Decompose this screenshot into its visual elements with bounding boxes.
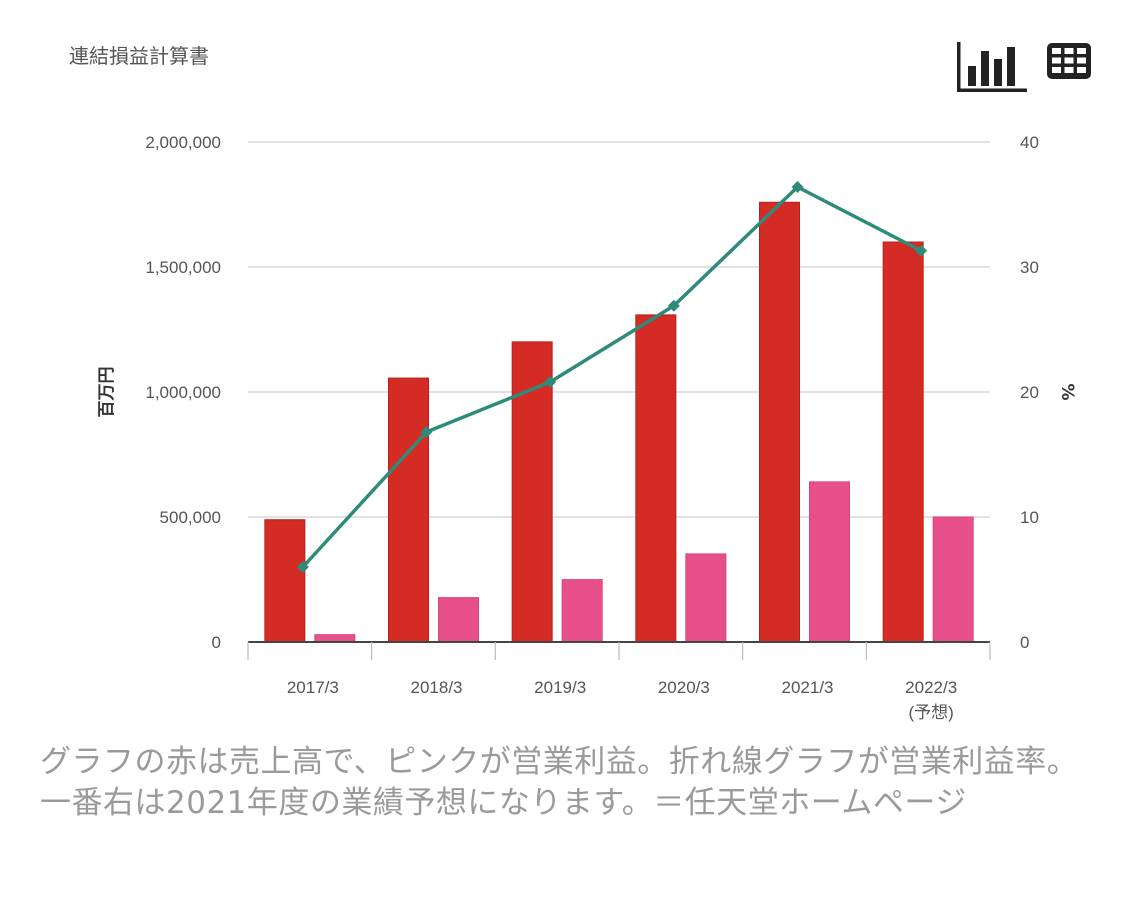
margin-point-2020-3 bbox=[667, 299, 680, 312]
operating-profit-bar-2020-3 bbox=[685, 553, 727, 643]
tick-labels: 0 500,000 1,000,000 1,500,000 2,000,000 0 10 20… bbox=[145, 133, 1039, 722]
y2-tick-label: 10 bbox=[1020, 508, 1039, 527]
margin-point-2018-3 bbox=[420, 426, 433, 438]
operating-profit-bar-2021-3 bbox=[809, 481, 850, 643]
chart-title: 連結損益計算書 bbox=[69, 44, 209, 68]
y2-tick-label: 30 bbox=[1020, 258, 1039, 277]
bar-chart-icon bbox=[957, 42, 1027, 92]
image-caption: グラフの赤は売上高で、ピンクが営業利益。折れ線グラフが営業利益率。一番右は202… bbox=[40, 744, 1079, 821]
table-view-button[interactable] bbox=[1044, 38, 1094, 84]
y-tick-label: 1,000,000 bbox=[145, 383, 221, 402]
x-tick-sublabel: (予想) bbox=[909, 703, 954, 722]
x-tick-label: 2017/3 bbox=[287, 678, 339, 697]
sales-bar-2018-3 bbox=[388, 377, 429, 643]
operating-profit-bar-2018-3 bbox=[438, 597, 479, 643]
y-tick-label: 500,000 bbox=[160, 508, 221, 527]
margin-point-2021-3 bbox=[791, 181, 804, 193]
x-tick-label: 2022/3 bbox=[905, 678, 957, 697]
sales-bar-2019-3 bbox=[511, 341, 553, 643]
y2-axis-label: % bbox=[1057, 383, 1077, 400]
x-tick-label: 2018/3 bbox=[411, 678, 463, 697]
y2-tick-label: 20 bbox=[1020, 383, 1039, 402]
table-grid-icon bbox=[1047, 43, 1091, 79]
y-axis-label: 百万円 bbox=[97, 367, 117, 418]
y-tick-label: 2,000,000 bbox=[145, 133, 221, 152]
y-tick-label: 1,500,000 bbox=[145, 258, 221, 277]
operating-profit-bar-2022-3 bbox=[932, 516, 974, 643]
gridlines bbox=[248, 141, 990, 518]
sales-bar-2020-3 bbox=[635, 314, 677, 643]
x-tick-label: 2019/3 bbox=[534, 678, 586, 697]
y-tick-label: 0 bbox=[212, 633, 221, 652]
bars bbox=[264, 201, 974, 643]
margin-point-2019-3 bbox=[544, 376, 557, 388]
margin-point-2022-3 bbox=[915, 244, 928, 257]
y2-tick-label: 40 bbox=[1020, 133, 1039, 152]
x-tick-label: 2020/3 bbox=[658, 678, 710, 697]
sales-bar-2017-3 bbox=[264, 519, 306, 643]
operating-profit-bar-2019-3 bbox=[561, 579, 603, 643]
margin-point-2017-3 bbox=[296, 561, 309, 573]
y2-tick-label: 0 bbox=[1020, 633, 1029, 652]
operating-profit-bar-2017-3 bbox=[314, 634, 356, 643]
sales-bar-2022-3 bbox=[882, 241, 924, 643]
sales-bar-2021-3 bbox=[759, 201, 800, 643]
combo-chart: 0 500,000 1,000,000 1,500,000 2,000,000 0 10 20… bbox=[97, 133, 1077, 722]
margin-line-path bbox=[301, 185, 922, 569]
chart-view-button[interactable] bbox=[955, 38, 1029, 94]
axes bbox=[247, 641, 991, 660]
margin-line bbox=[296, 181, 928, 573]
x-tick-label: 2021/3 bbox=[782, 678, 834, 697]
